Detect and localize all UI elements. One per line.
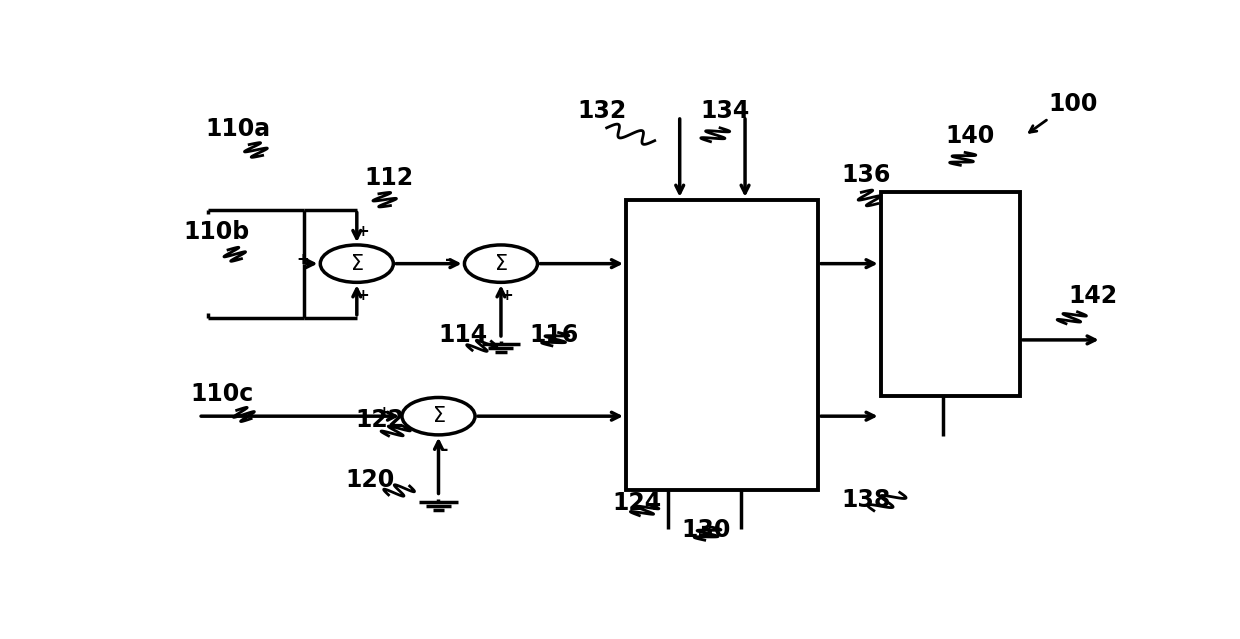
Text: 110c: 110c xyxy=(191,382,254,406)
Text: $\Sigma$: $\Sigma$ xyxy=(350,254,363,273)
Text: -: - xyxy=(445,250,453,269)
Text: 132: 132 xyxy=(578,100,627,123)
Text: $\Sigma$: $\Sigma$ xyxy=(432,406,445,426)
Text: 140: 140 xyxy=(945,124,994,148)
Text: 124: 124 xyxy=(613,491,662,514)
Circle shape xyxy=(320,245,393,282)
Text: 116: 116 xyxy=(529,323,579,347)
Text: 138: 138 xyxy=(841,488,890,512)
Text: +: + xyxy=(378,404,391,420)
Text: 134: 134 xyxy=(699,100,749,123)
Text: 114: 114 xyxy=(439,323,487,347)
Text: 120: 120 xyxy=(345,468,394,493)
Text: $\Sigma$: $\Sigma$ xyxy=(494,254,508,273)
Text: +: + xyxy=(501,288,513,304)
Text: 142: 142 xyxy=(1068,284,1117,308)
Bar xyxy=(880,192,1019,396)
Text: 136: 136 xyxy=(841,164,890,187)
Circle shape xyxy=(402,397,475,435)
Text: +: + xyxy=(296,252,309,267)
Text: 122: 122 xyxy=(355,408,404,432)
Text: 112: 112 xyxy=(365,166,414,190)
Text: 110a: 110a xyxy=(205,117,270,141)
Text: +: + xyxy=(356,288,370,304)
Circle shape xyxy=(465,245,537,282)
Text: -: - xyxy=(440,441,448,459)
Text: 130: 130 xyxy=(682,518,732,542)
Text: +: + xyxy=(356,224,370,239)
Bar xyxy=(626,199,818,490)
Text: 110b: 110b xyxy=(184,220,250,244)
Text: 100: 100 xyxy=(1049,92,1099,116)
